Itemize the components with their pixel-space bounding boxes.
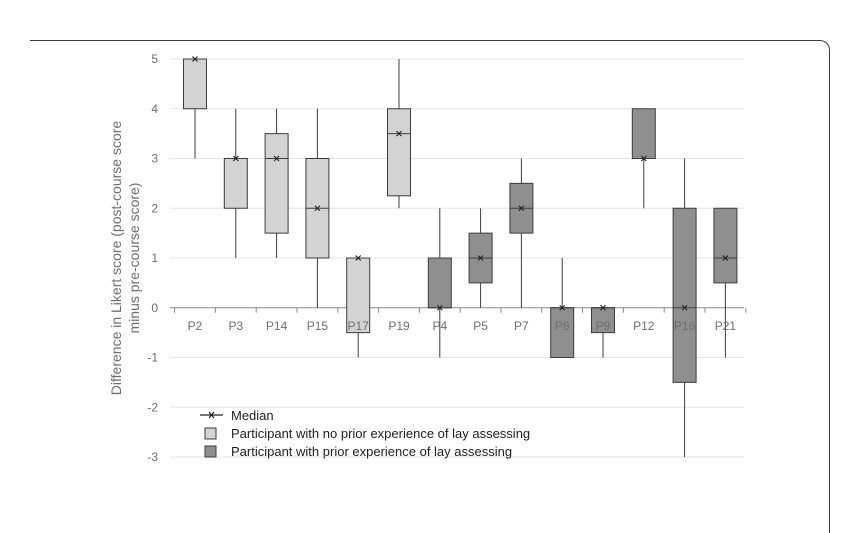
y-axis-title-line1: Difference in Likert score (post-course … <box>108 121 124 396</box>
x-tick-label: P14 <box>266 319 288 333</box>
box-p17 <box>346 255 371 358</box>
box-iqr <box>427 257 452 309</box>
median-marker <box>355 255 362 261</box>
median-marker <box>559 304 566 311</box>
y-tick-label: -1 <box>147 351 158 365</box>
x-tick-label: P21 <box>715 319 737 333</box>
y-tick-label: 3 <box>151 152 158 166</box>
legend-no-prior-label: Participant with no prior experience of … <box>231 426 530 441</box>
y-tick-label: 0 <box>151 301 158 315</box>
box-iqr <box>264 133 289 234</box>
box-iqr <box>183 58 207 110</box>
box-p12 <box>631 108 656 209</box>
legend-median-marker <box>200 411 223 419</box>
box-iqr <box>713 207 738 284</box>
box-p8 <box>550 258 575 358</box>
y-axis-title-line2: minus pre-course score) <box>126 183 142 334</box>
x-tick-label: P2 <box>188 319 203 333</box>
x-tick-label: P7 <box>514 319 529 333</box>
x-tick-label: P5 <box>473 319 488 333</box>
box-iqr <box>631 108 656 159</box>
box-iqr <box>387 108 411 197</box>
median-marker <box>232 155 239 162</box>
median-marker <box>396 130 402 137</box>
box-p4 <box>427 208 452 358</box>
x-tick-label: P8 <box>555 319 570 333</box>
median-marker <box>600 304 606 311</box>
box-p9 <box>591 304 615 358</box>
boxes <box>183 56 738 457</box>
box-p5 <box>468 208 493 308</box>
box-iqr <box>223 158 248 209</box>
legend-median-label: Median <box>231 408 274 423</box>
x-tick-label: P3 <box>228 319 243 333</box>
y-tick-label: 2 <box>151 201 158 215</box>
median-marker <box>477 255 484 261</box>
median-marker <box>436 304 443 311</box>
median-marker <box>192 56 198 62</box>
box-p2 <box>183 56 207 159</box>
box-p19 <box>387 59 411 209</box>
box-p15 <box>305 108 330 308</box>
y-tick-label: 5 <box>151 52 158 66</box>
x-tick-label: P19 <box>388 319 410 333</box>
median-marker <box>640 155 647 162</box>
x-tick-label: P15 <box>307 319 329 333</box>
median-marker <box>681 304 688 311</box>
y-tick-label: 1 <box>151 251 158 265</box>
box-p7 <box>509 158 534 308</box>
gridlines <box>170 58 747 458</box>
x-tick-label: P4 <box>432 319 447 333</box>
y-axis: 5 4 3 2 1 0 -1 -2 -3 <box>147 52 158 464</box>
box-p16 <box>672 158 697 457</box>
legend-prior-swatch <box>204 445 217 458</box>
median-marker <box>314 205 321 212</box>
x-tick-labels: P2 P3 P14 P15 P17 P19 P4 P5 P7 P8 P9 P12 P16 P21 <box>188 319 737 333</box>
box-p21 <box>713 207 738 358</box>
legend: Median Participant with no prior experie… <box>200 408 530 459</box>
median-marker <box>518 205 525 212</box>
median-marker <box>722 255 729 261</box>
y-tick-label: -3 <box>147 450 158 464</box>
box-p14 <box>264 108 289 258</box>
figure-frame <box>30 40 830 533</box>
legend-prior-label: Participant with prior experience of lay… <box>231 444 512 459</box>
box-p3 <box>223 108 248 258</box>
x-tick-label: P16 <box>674 319 696 333</box>
y-tick-label: 4 <box>151 102 158 116</box>
box-iqr <box>672 207 697 383</box>
x-tick-label: P9 <box>596 319 611 333</box>
median-marker <box>273 155 280 162</box>
legend-no-prior-swatch <box>204 427 217 440</box>
y-tick-label: -2 <box>147 400 158 414</box>
x-tick-label: P12 <box>633 319 655 333</box>
x-tick-label: P17 <box>348 319 370 333</box>
